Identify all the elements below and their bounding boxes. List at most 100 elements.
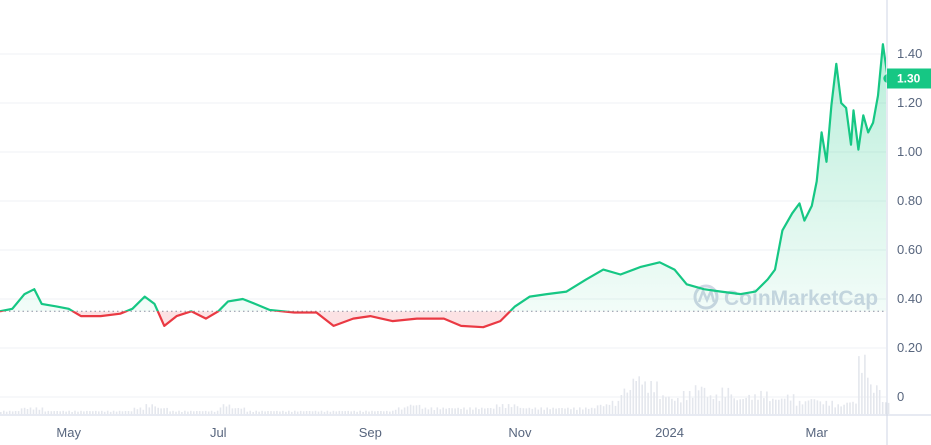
volume-bar	[481, 407, 483, 414]
volume-bar	[240, 408, 243, 414]
volume-bar	[163, 408, 165, 414]
volume-bar	[745, 397, 747, 414]
volume-bar	[412, 405, 415, 414]
volume-bar	[816, 400, 819, 414]
volume-bar	[210, 410, 213, 414]
volume-bar	[130, 411, 133, 414]
volume-bar	[151, 404, 153, 414]
y-tick-label: 1.40	[897, 46, 922, 61]
volume-bar	[368, 411, 370, 414]
volume-bar	[305, 411, 308, 414]
volume-bar	[867, 377, 869, 414]
current-price-label: 1.30	[897, 72, 921, 86]
x-tick-label: Mar	[806, 425, 829, 440]
volume-bar	[778, 399, 780, 414]
volume-bar	[424, 407, 427, 414]
volume-bar	[20, 408, 23, 414]
volume-bar	[852, 401, 854, 414]
volume-bar	[101, 410, 103, 414]
volume-bar	[383, 411, 385, 414]
volume-bar	[721, 387, 724, 414]
volume-bar	[653, 392, 655, 414]
volume-bar	[196, 411, 198, 414]
volume-bar	[335, 411, 338, 414]
volume-bar	[769, 401, 771, 414]
volume-bars	[0, 354, 890, 414]
volume-bar	[267, 411, 269, 414]
volume-bar	[834, 407, 836, 414]
volume-bar	[374, 411, 376, 414]
y-tick-label: 0.60	[897, 242, 922, 257]
volume-bar	[504, 408, 507, 414]
volume-bar	[757, 399, 759, 414]
volume-bar	[528, 407, 531, 414]
volume-bar	[614, 405, 617, 414]
volume-bar	[469, 407, 471, 414]
volume-bar	[249, 410, 251, 414]
volume-bar	[546, 407, 548, 414]
volume-bar	[810, 399, 813, 414]
volume-bar	[632, 378, 635, 414]
x-axis-ticks: May Jul Sep Nov 2024 Mar	[56, 425, 828, 440]
volume-bar	[626, 392, 629, 414]
volume-bar	[522, 408, 525, 414]
volume-bar	[635, 381, 637, 414]
volume-bar	[590, 407, 593, 414]
volume-bar	[662, 395, 664, 414]
volume-bar	[175, 411, 177, 414]
volume-bar	[3, 410, 5, 414]
volume-bar	[881, 402, 884, 414]
volume-bar	[843, 404, 845, 414]
volume-bar	[311, 411, 314, 414]
volume-bar	[148, 407, 151, 414]
volume-bar	[748, 394, 750, 414]
volume-bar	[184, 410, 186, 414]
volume-bar	[32, 409, 35, 414]
volume-bar	[703, 387, 706, 414]
volume-bar	[656, 381, 658, 414]
volume-bar	[819, 401, 822, 414]
volume-bar	[466, 409, 468, 414]
volume-bar	[727, 387, 730, 414]
volume-bar	[190, 410, 192, 414]
volume-bar	[291, 411, 293, 414]
volume-bar	[38, 409, 41, 414]
volume-bar	[516, 406, 519, 414]
volume-bar	[350, 411, 352, 414]
volume-bar	[139, 407, 142, 414]
volume-bar	[359, 410, 361, 414]
volume-bar	[371, 410, 373, 414]
volume-bar	[409, 404, 412, 414]
volume-bar	[724, 397, 727, 414]
volume-bar	[118, 410, 121, 414]
volume-bar	[763, 398, 765, 414]
volume-bar	[329, 411, 332, 414]
volume-bar	[792, 394, 795, 414]
volume-bar	[50, 411, 53, 414]
volume-bar	[421, 408, 424, 414]
volume-bar	[187, 411, 189, 414]
volume-bar	[154, 406, 156, 414]
volume-bar	[870, 384, 872, 414]
volume-bar	[356, 411, 358, 414]
volume-bar	[585, 407, 587, 414]
volume-bar	[861, 372, 863, 414]
volume-bar	[353, 410, 355, 414]
volume-bar	[623, 388, 626, 414]
volume-bar	[317, 411, 320, 414]
volume-bar	[427, 409, 430, 414]
volume-bar	[392, 410, 394, 414]
volume-bar	[234, 408, 237, 414]
area-fill-down	[0, 311, 886, 328]
y-tick-label: 0.20	[897, 340, 922, 355]
volume-bar	[715, 394, 718, 414]
volume-bar	[561, 408, 563, 414]
volume-bar	[697, 390, 700, 414]
volume-bar	[294, 410, 296, 414]
volume-bar	[14, 411, 17, 414]
volume-bar	[142, 409, 145, 414]
volume-bar	[255, 410, 257, 414]
volume-bar	[308, 411, 311, 414]
volume-bar	[178, 410, 180, 414]
